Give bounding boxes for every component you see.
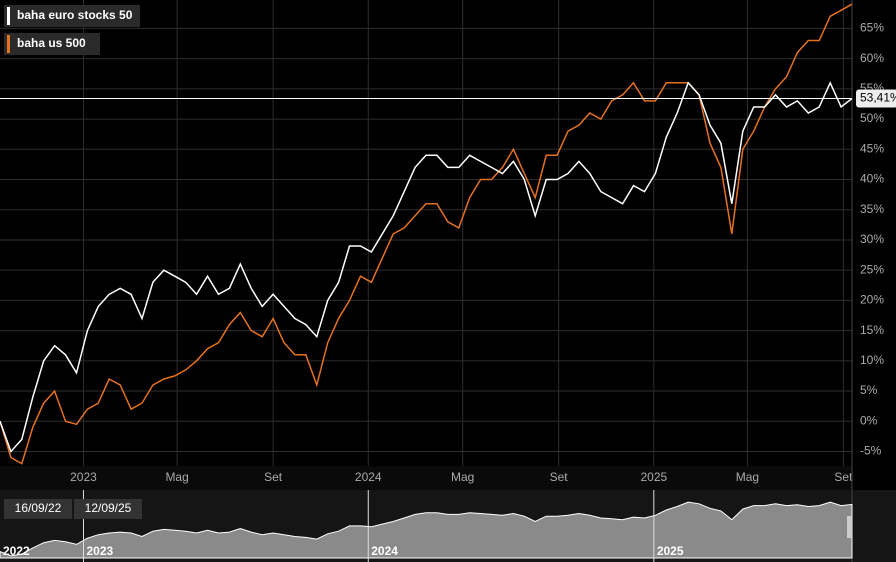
legend-label: baha us 500 (17, 36, 86, 50)
x-tick-label: Set (550, 470, 569, 484)
y-tick-label: 35% (860, 202, 884, 216)
navigator-label: 2025 (657, 544, 684, 558)
x-tick-label: 2023 (70, 470, 97, 484)
legend-swatch (7, 35, 10, 53)
x-tick-label: Mag (165, 470, 188, 484)
x-tick-label: 2024 (355, 470, 382, 484)
navigator-label: 2022 (3, 544, 30, 558)
y-tick-label: 60% (860, 51, 884, 65)
navigator-label: 2024 (371, 544, 398, 558)
x-axis-band (0, 466, 852, 490)
y-tick-label: 10% (860, 353, 884, 367)
y-tick-label: 45% (860, 141, 884, 155)
y-tick-label: -5% (860, 444, 882, 458)
y-tick-label: 15% (860, 323, 884, 337)
navigator-handle[interactable] (847, 516, 852, 538)
x-tick-label: Set (834, 470, 853, 484)
legend-label: baha euro stocks 50 (17, 8, 133, 22)
x-tick-label: Mag (736, 470, 759, 484)
y-tick-label: 25% (860, 262, 884, 276)
range-start: 16/09/22 (15, 501, 62, 515)
legend-bg (4, 5, 140, 27)
series-line (0, 80, 853, 453)
x-tick-label: 2025 (640, 470, 667, 484)
y-tick-label: 20% (860, 293, 884, 307)
legend-bg (4, 33, 100, 55)
y-tick-label: 0% (860, 413, 878, 427)
legend-swatch (7, 7, 10, 25)
y-tick-label: 50% (860, 111, 884, 125)
series-line (0, 3, 853, 465)
range-box (4, 499, 72, 519)
y-tick-label: 30% (860, 232, 884, 246)
y-tick-label: 5% (860, 383, 878, 397)
navigator-label: 2023 (86, 544, 113, 558)
range-box (74, 499, 142, 519)
range-end: 12/09/25 (85, 501, 132, 515)
x-tick-label: Set (264, 470, 283, 484)
price-label-bg (856, 89, 896, 108)
navigator-area (0, 501, 853, 559)
y-tick-label: 65% (860, 21, 884, 35)
y-tick-label: 40% (860, 172, 884, 186)
x-tick-label: Mag (451, 470, 474, 484)
price-label: 53,41% (860, 91, 896, 105)
